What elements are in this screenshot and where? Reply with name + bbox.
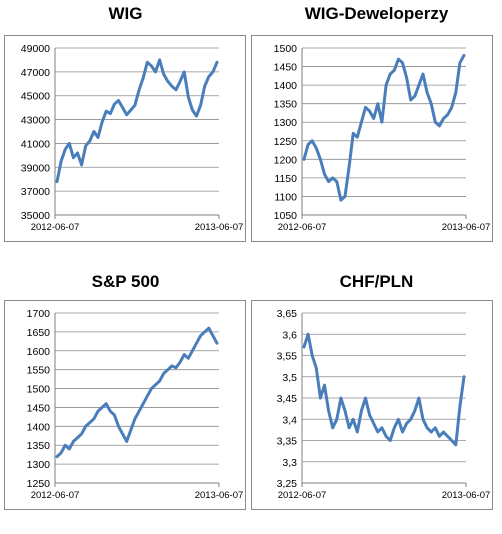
series-line — [55, 326, 219, 459]
y-tick-label: 3,65 — [277, 308, 298, 320]
chart-panel: 49000 47000 45000 43000 41000 39000 37000 35000… — [4, 35, 246, 242]
y-tick-label: 1350 — [274, 99, 298, 111]
y-tick-label: 3,4 — [282, 414, 297, 426]
y-tick-label: 1300 — [274, 117, 298, 129]
x-tick-label: 2013-06-07 — [442, 490, 491, 501]
x-tick-label: 2012-06-07 — [31, 222, 80, 233]
chart-title: CHF/PLN — [339, 272, 414, 291]
chart-panel: 3,65 3,6 3,55 3,5 3,45 3,4 3,35 3,3 3,25 2012-06-… — [251, 300, 493, 510]
chart-panel: 1500 1450 1400 1350 1300 1250 1200 1150 1100 1050… — [251, 35, 493, 242]
y-tick-label: 43000 — [21, 115, 50, 127]
y-tick-label: 3,35 — [277, 436, 298, 448]
y-tick-label: 1300 — [27, 459, 51, 471]
y-tick-label: 1050 — [274, 210, 298, 222]
y-tick-label: 3,25 — [277, 478, 298, 490]
series-line — [302, 53, 466, 202]
y-tick-label: 1600 — [27, 346, 51, 358]
y-tick-label: 3,45 — [277, 393, 298, 405]
y-tick-label: 41000 — [21, 138, 50, 150]
y-tick-label: 1450 — [27, 402, 51, 414]
y-tick-label: 1400 — [274, 80, 298, 92]
y-tick-label: 3,55 — [277, 351, 298, 363]
y-tick-label: 1400 — [27, 421, 51, 433]
y-tick-label: 49000 — [21, 43, 50, 55]
x-tick-label: 2013-06-07 — [442, 222, 491, 233]
series-line — [55, 58, 219, 184]
y-tick-label: 45000 — [21, 91, 50, 103]
y-tick-label: 37000 — [21, 186, 50, 198]
y-tick-label: 1500 — [274, 43, 298, 55]
y-tick-label: 1450 — [274, 62, 298, 74]
series-line — [302, 332, 466, 447]
y-tick-label: 3,6 — [282, 329, 297, 341]
y-tick-label: 3,5 — [282, 372, 297, 384]
y-tick-label: 1700 — [27, 308, 51, 320]
y-tick-label: 1100 — [274, 191, 297, 203]
x-tick-label: 2012-06-07 — [278, 490, 327, 501]
y-tick-label: 1250 — [27, 478, 51, 490]
y-tick-label: 47000 — [21, 67, 50, 79]
y-tick-label: 1550 — [27, 365, 51, 377]
x-tick-label: 2012-06-07 — [31, 490, 80, 501]
chart-chfpln: 3,65 3,6 3,55 3,5 3,45 3,4 3,35 3,3 3,252012-06-… — [277, 308, 491, 501]
chart-wig-deweloperzy: 1500 1450 1400 1350 1300 1250 1200 1150 1100 1050… — [274, 43, 491, 233]
y-tick-label: 1650 — [27, 327, 51, 339]
y-tick-label: 39000 — [21, 162, 50, 174]
y-tick-label: 1200 — [274, 154, 298, 166]
y-tick-label: 3,3 — [282, 457, 297, 469]
x-tick-label: 2013-06-07 — [195, 490, 244, 501]
y-tick-label: 1150 — [274, 173, 297, 185]
chart-title: S&P 500 — [91, 272, 160, 291]
x-tick-label: 2012-06-07 — [278, 222, 327, 233]
y-tick-label: 1350 — [27, 440, 51, 452]
chart-title: WIG-Deweloperzy — [304, 4, 449, 23]
chart-sp500: 1700 1650 1600 1550 1500 1450 1400 1350 1300 1250… — [27, 308, 244, 501]
y-tick-label: 1500 — [27, 384, 51, 396]
y-tick-label: 1250 — [274, 136, 298, 148]
y-tick-label: 35000 — [21, 210, 50, 222]
chart-panel: 1700 1650 1600 1550 1500 1450 1400 1350 1300 1250… — [4, 300, 246, 510]
chart-title: WIG — [108, 4, 143, 23]
chart-wig: 49000 47000 45000 43000 41000 39000 37000 35000… — [21, 43, 244, 233]
x-tick-label: 2013-06-07 — [195, 222, 244, 233]
